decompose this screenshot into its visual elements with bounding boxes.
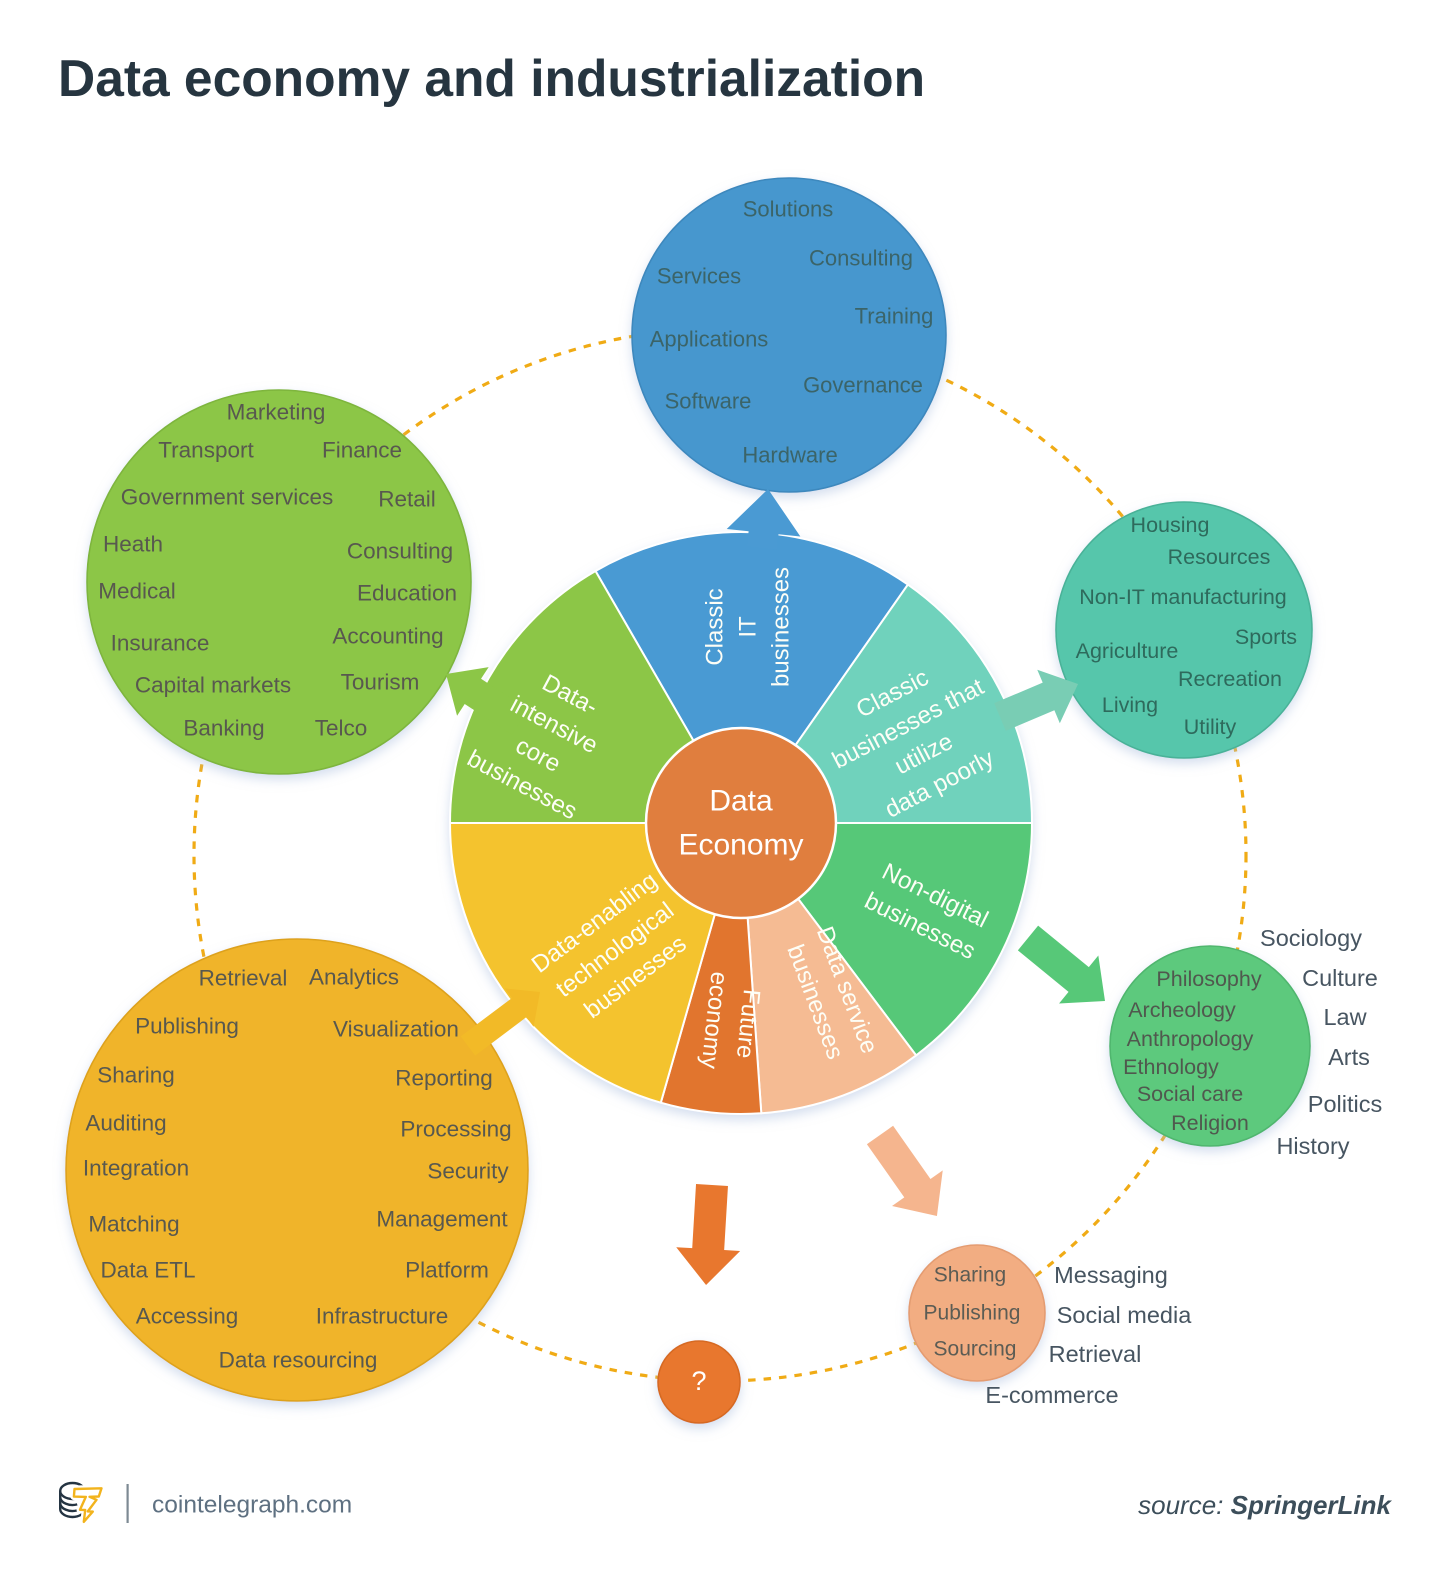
svg-text:Classic: Classic: [702, 588, 729, 665]
svg-text:Social media: Social media: [1057, 1302, 1192, 1328]
svg-text:Government services: Government services: [121, 485, 334, 510]
svg-text:Sociology: Sociology: [1260, 925, 1362, 951]
svg-text:Marketing: Marketing: [227, 400, 326, 425]
svg-text:Politics: Politics: [1308, 1091, 1382, 1117]
svg-text:Platform: Platform: [405, 1258, 489, 1283]
svg-text:Heath: Heath: [103, 532, 163, 557]
svg-text:Accessing: Accessing: [136, 1304, 239, 1329]
svg-text:IT: IT: [735, 616, 762, 638]
svg-text:Education: Education: [357, 581, 457, 606]
svg-text:Philosophy: Philosophy: [1156, 967, 1261, 991]
svg-text:Retrieval: Retrieval: [199, 966, 288, 991]
svg-text:Tourism: Tourism: [341, 670, 420, 695]
svg-text:Sharing: Sharing: [934, 1264, 1006, 1287]
svg-text:Governance: Governance: [803, 373, 923, 398]
svg-text:Retrieval: Retrieval: [1049, 1341, 1142, 1367]
svg-text:Consulting: Consulting: [809, 246, 913, 271]
svg-text:Reporting: Reporting: [395, 1066, 493, 1091]
svg-text:Transport: Transport: [158, 438, 254, 463]
svg-text:Consulting: Consulting: [347, 539, 453, 564]
svg-text:Software: Software: [665, 389, 752, 414]
svg-text:Publishing: Publishing: [135, 1014, 239, 1039]
svg-text:Data: Data: [709, 785, 773, 818]
svg-text:Visualization: Visualization: [333, 1017, 459, 1042]
svg-text:Living: Living: [1102, 693, 1158, 717]
svg-text:Hardware: Hardware: [742, 443, 837, 468]
svg-text:Law: Law: [1323, 1004, 1367, 1030]
svg-text:Data ETL: Data ETL: [100, 1258, 195, 1283]
svg-text:source: SpringerLink: source: SpringerLink: [1138, 1490, 1392, 1520]
svg-text:Security: Security: [427, 1159, 509, 1184]
svg-text:Sharing: Sharing: [97, 1063, 175, 1088]
svg-text:Medical: Medical: [98, 579, 176, 604]
svg-text:Data economy and industrializa: Data economy and industrialization: [58, 49, 925, 107]
svg-text:Archeology: Archeology: [1128, 998, 1236, 1022]
svg-text:Solutions: Solutions: [743, 197, 834, 222]
svg-text:Messaging: Messaging: [1054, 1262, 1168, 1288]
svg-text:Culture: Culture: [1302, 965, 1378, 991]
svg-text:Applications: Applications: [650, 327, 769, 352]
svg-text:Retail: Retail: [378, 487, 436, 512]
svg-text:Banking: Banking: [183, 716, 264, 741]
svg-text:Accounting: Accounting: [332, 624, 443, 649]
svg-text:Sports: Sports: [1235, 625, 1297, 649]
svg-text:Non-IT manufacturing: Non-IT manufacturing: [1079, 585, 1287, 609]
svg-text:Social care: Social care: [1137, 1082, 1243, 1106]
svg-text:Sourcing: Sourcing: [934, 1338, 1017, 1361]
svg-text:Resources: Resources: [1168, 545, 1271, 569]
svg-text:Anthropology: Anthropology: [1127, 1027, 1254, 1051]
svg-text:Processing: Processing: [400, 1117, 511, 1142]
svg-text:Finance: Finance: [322, 438, 402, 463]
svg-text:Management: Management: [376, 1207, 508, 1232]
svg-text:Infrastructure: Infrastructure: [316, 1304, 449, 1329]
svg-text:?: ?: [691, 1366, 706, 1396]
svg-text:Auditing: Auditing: [85, 1111, 166, 1136]
svg-text:Telco: Telco: [315, 716, 368, 741]
svg-text:E-commerce: E-commerce: [985, 1382, 1118, 1408]
svg-text:Capital markets: Capital markets: [135, 673, 291, 698]
svg-text:Economy: Economy: [678, 829, 803, 862]
svg-text:Publishing: Publishing: [924, 1302, 1021, 1325]
svg-text:Religion: Religion: [1171, 1111, 1249, 1135]
svg-text:Recreation: Recreation: [1178, 667, 1282, 691]
svg-text:Services: Services: [657, 264, 741, 289]
svg-text:Agriculture: Agriculture: [1076, 639, 1179, 663]
svg-text:History: History: [1276, 1133, 1349, 1159]
svg-text:Matching: Matching: [88, 1212, 179, 1237]
svg-text:cointelegraph.com: cointelegraph.com: [152, 1492, 352, 1519]
svg-text:Training: Training: [855, 304, 934, 329]
svg-text:businesses: businesses: [768, 567, 795, 687]
svg-text:Ethnology: Ethnology: [1123, 1055, 1219, 1079]
svg-text:Insurance: Insurance: [111, 631, 210, 656]
svg-text:Data resourcing: Data resourcing: [219, 1348, 378, 1373]
svg-text:Housing: Housing: [1131, 513, 1210, 537]
svg-text:Analytics: Analytics: [309, 965, 399, 990]
svg-text:Integration: Integration: [83, 1156, 189, 1181]
svg-text:Arts: Arts: [1328, 1044, 1370, 1070]
svg-text:Utility: Utility: [1184, 715, 1237, 739]
